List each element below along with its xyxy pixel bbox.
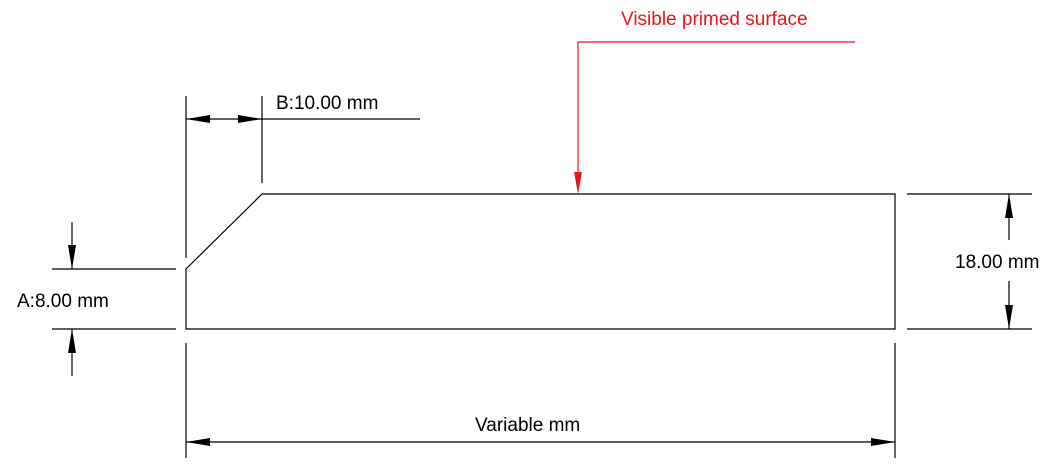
dimension-length-label: Variable mm: [475, 415, 580, 436]
dimension-height: 18.00 mm: [955, 194, 1039, 329]
dimension-a-label: A:8.00 mm: [17, 291, 109, 312]
callout-label: Visible primed surface: [621, 9, 808, 30]
primed-surface-callout: Visible primed surface: [574, 9, 855, 194]
dimension-a: A:8.00 mm: [17, 222, 109, 376]
dimension-length: Variable mm: [186, 415, 895, 446]
dimension-b-label: B:10.00 mm: [276, 93, 378, 114]
part-profile: [185, 193, 896, 330]
dimension-height-label: 18.00 mm: [955, 252, 1039, 273]
dimension-b: B:10.00 mm: [186, 93, 420, 123]
